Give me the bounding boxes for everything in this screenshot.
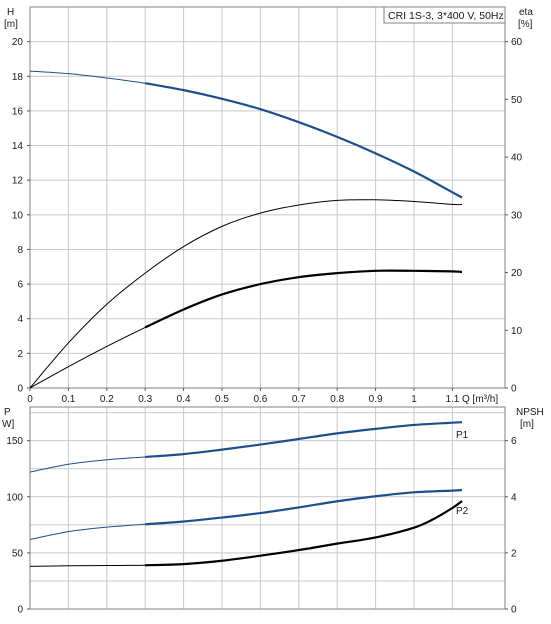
series-1-line bbox=[29, 199, 463, 389]
efficiency-axis-unit: [%] bbox=[518, 19, 533, 30]
power-axis-unit: W] bbox=[2, 419, 14, 430]
performance-series bbox=[29, 70, 463, 389]
left-tick-label: 6 bbox=[17, 280, 23, 291]
right-tick-label: 40 bbox=[511, 153, 523, 164]
left-tick-label: 50 bbox=[12, 548, 24, 559]
power-axis-ticks: 0 50 100 150 bbox=[6, 436, 30, 616]
right-tick-label: 0 bbox=[511, 384, 517, 395]
series-2-operating-range bbox=[144, 269, 463, 329]
p2-operating-range bbox=[145, 488, 463, 526]
head-axis-label: H bbox=[7, 7, 14, 18]
right-tick-label: 2 bbox=[511, 548, 517, 559]
power-npsh-frame bbox=[29, 406, 506, 610]
series-2-line bbox=[29, 500, 463, 567]
power-axis-label: P bbox=[4, 407, 11, 418]
left-tick-label: 2 bbox=[17, 349, 23, 360]
performance-grid bbox=[30, 7, 505, 388]
left-tick-label: 12 bbox=[12, 176, 24, 187]
npsh-axis-ticks: 0 2 4 6 bbox=[505, 436, 517, 616]
left-tick-label: 8 bbox=[17, 245, 23, 256]
x-tick-label: 0.8 bbox=[330, 394, 344, 405]
right-tick-label: 30 bbox=[511, 210, 523, 221]
left-tick-label: 20 bbox=[12, 37, 24, 48]
x-tick-label: 1.1 bbox=[445, 394, 459, 405]
head-axis-unit: [m] bbox=[4, 19, 18, 30]
x-tick-label: 1 bbox=[411, 394, 417, 405]
right-tick-label: 10 bbox=[511, 326, 523, 337]
p2-series-label: P2 bbox=[456, 506, 469, 517]
left-tick-label: 0 bbox=[17, 605, 23, 616]
efficiency-axis-ticks: 0 10 20 30 40 50 60 bbox=[505, 37, 523, 395]
x-tick-label: 0.7 bbox=[292, 394, 306, 405]
head-axis-ticks: 0 2 4 6 8 10 12 14 16 18 20 bbox=[12, 37, 30, 395]
npsh-axis-label: NPSH bbox=[516, 407, 544, 418]
efficiency-axis-label: eta bbox=[519, 7, 533, 18]
p1-operating-range bbox=[145, 421, 463, 459]
series-0-line bbox=[29, 70, 463, 198]
left-tick-label: 18 bbox=[12, 72, 24, 83]
left-tick-label: 10 bbox=[12, 210, 24, 221]
left-tick-label: 14 bbox=[12, 141, 24, 152]
power-npsh-grid bbox=[30, 407, 505, 609]
pump-title-box bbox=[383, 6, 506, 24]
right-tick-label: 60 bbox=[511, 37, 523, 48]
left-tick-label: 4 bbox=[17, 314, 23, 325]
series-0-operating-range bbox=[145, 82, 463, 199]
right-tick-label: 20 bbox=[511, 268, 523, 279]
performance-frame bbox=[29, 6, 506, 389]
power-npsh-series bbox=[29, 421, 463, 567]
flow-axis-ticks: 0 0.1 0.2 0.3 0.4 0.5 0.6 0.7 0.8 0.9 1 1.1 bbox=[27, 388, 460, 405]
right-tick-label: 0 bbox=[511, 605, 517, 616]
p1-series-label: P1 bbox=[456, 430, 469, 441]
power-npsh-panel: 0 50 100 150 0 2 4 6 P W] NPSH [m] P1 P2 bbox=[2, 406, 544, 616]
left-tick-label: 0 bbox=[17, 384, 23, 395]
x-tick-label: 0.6 bbox=[253, 394, 267, 405]
left-tick-label: 100 bbox=[6, 492, 23, 503]
right-tick-label: 50 bbox=[511, 95, 523, 106]
x-tick-label: 0.2 bbox=[100, 394, 114, 405]
pump-title: CRI 1S-3, 3*400 V, 50Hz bbox=[388, 10, 504, 22]
x-tick-label: 0.9 bbox=[369, 394, 383, 405]
right-tick-label: 4 bbox=[511, 492, 517, 503]
x-tick-label: 0.1 bbox=[61, 394, 75, 405]
right-tick-label: 6 bbox=[511, 436, 517, 447]
x-tick-label: 0 bbox=[27, 394, 33, 405]
npsh-axis-unit: [m] bbox=[520, 419, 534, 430]
x-tick-label: 0.5 bbox=[215, 394, 229, 405]
left-tick-label: 16 bbox=[12, 106, 24, 117]
flow-axis-label: Q [m³/h] bbox=[462, 394, 498, 405]
x-tick-label: 0.4 bbox=[177, 394, 191, 405]
left-tick-label: 150 bbox=[6, 436, 23, 447]
series-2-operating-range bbox=[145, 500, 463, 567]
x-tick-label: 0.3 bbox=[138, 394, 152, 405]
